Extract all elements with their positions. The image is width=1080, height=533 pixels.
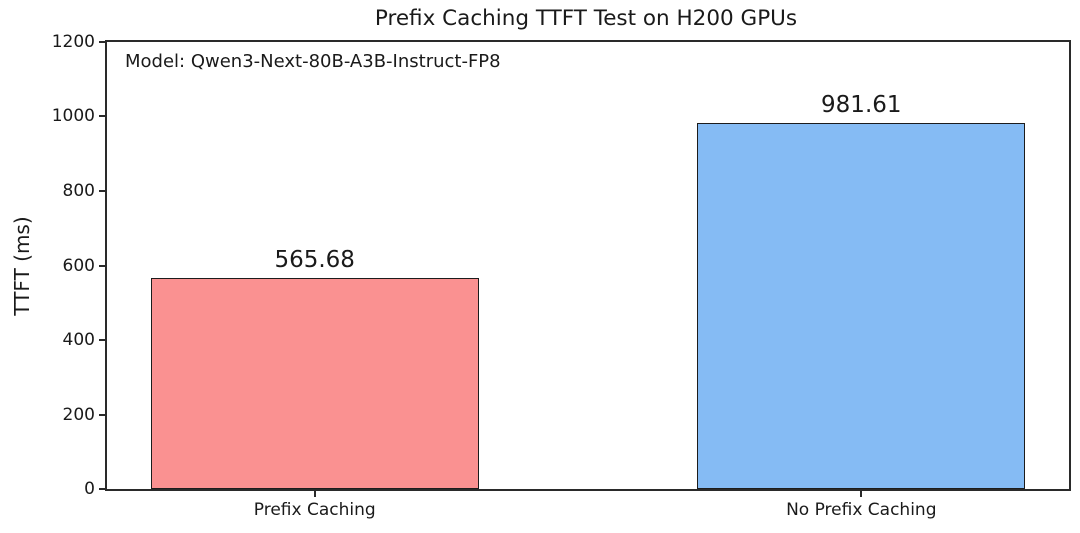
- bar-value-label-prefix-caching: 565.68: [274, 247, 355, 274]
- y-tick-label: 200: [62, 404, 95, 425]
- y-tick-mark: [99, 264, 107, 267]
- x-tick-mark: [860, 489, 863, 497]
- bar-value-label-no-prefix-caching: 981.61: [821, 92, 902, 119]
- y-tick-label: 1200: [51, 32, 95, 52]
- y-axis-label: TTFT (ms): [10, 216, 34, 316]
- y-tick-label: 400: [62, 329, 95, 350]
- y-tick-label: 1000: [51, 106, 95, 127]
- y-tick-label: 0: [84, 479, 95, 499]
- model-annotation: Model: Qwen3-Next-80B-A3B-Instruct-FP8: [125, 51, 501, 72]
- y-tick-mark: [99, 413, 107, 416]
- bar-no-prefix-caching: 981.61: [697, 92, 1026, 489]
- y-tick-mark: [99, 41, 107, 43]
- bar-prefix-caching: 565.68: [150, 247, 479, 489]
- y-tick-mark: [99, 338, 107, 341]
- y-tick-mark: [99, 189, 107, 192]
- chart-title: Prefix Caching TTFT Test on H200 GPUs: [374, 6, 798, 31]
- y-tick-label: 600: [62, 255, 95, 276]
- x-tick-label-no-prefix-caching: No Prefix Caching: [786, 500, 937, 520]
- y-tick-mark: [99, 488, 107, 490]
- plot-area: Model: Qwen3-Next-80B-A3B-Instruct-FP8 0…: [52, 32, 1071, 520]
- x-tick-mark: [313, 489, 316, 497]
- x-tick-label-prefix-caching: Prefix Caching: [253, 500, 376, 520]
- y-tick-label: 800: [62, 180, 95, 201]
- y-tick-mark: [99, 115, 107, 118]
